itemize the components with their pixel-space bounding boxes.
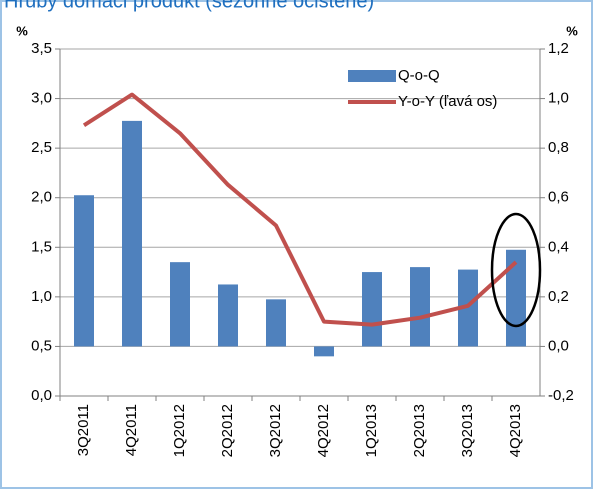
bar bbox=[266, 299, 286, 347]
y2-axis-label: % bbox=[566, 23, 578, 38]
line bbox=[82, 92, 518, 327]
x-tick-label: 3Q2011 bbox=[75, 404, 92, 456]
highlight-ellipse bbox=[490, 212, 542, 328]
y-tick-label: 3,0 bbox=[31, 90, 52, 107]
legend-label: Q-o-Q bbox=[398, 67, 440, 84]
y2-tick-label: 0,6 bbox=[548, 189, 569, 206]
bar bbox=[218, 284, 238, 347]
y-tick-label: 1,5 bbox=[31, 238, 52, 255]
x-tick-label: 2Q2012 bbox=[219, 404, 236, 457]
x-tick-label: 3Q2013 bbox=[459, 404, 476, 457]
x-tick-label: 1Q2012 bbox=[171, 404, 188, 457]
y2-tick-label: 0,2 bbox=[548, 288, 569, 305]
x-tick-label: 1Q2013 bbox=[363, 404, 380, 457]
y-tick-label: 2,0 bbox=[31, 189, 52, 206]
y2-tick-label: 1,2 bbox=[548, 40, 569, 57]
y-tick-label: 1,0 bbox=[31, 288, 52, 305]
bar bbox=[314, 346, 334, 357]
y-axis-label: % bbox=[16, 23, 28, 38]
y2-tick-label: -0,2 bbox=[548, 387, 574, 404]
x-tick-label: 4Q2012 bbox=[315, 404, 332, 457]
x-tick-label: 4Q2011 bbox=[123, 404, 140, 456]
x-tick-label: 3Q2012 bbox=[267, 404, 284, 457]
y-tick-label: 3,5 bbox=[31, 40, 52, 57]
bar bbox=[122, 120, 142, 347]
y-tick-label: 2,5 bbox=[31, 139, 52, 156]
y-tick-label: 0,5 bbox=[31, 337, 52, 354]
y-tick-label: 0,0 bbox=[31, 387, 52, 404]
y2-tick-label: 0,4 bbox=[548, 238, 569, 255]
x-tick-label: 2Q2013 bbox=[411, 404, 428, 457]
legend-label: Y-o-Y (ľavá os) bbox=[398, 93, 497, 110]
bar bbox=[458, 269, 478, 347]
y2-tick-label: 1,0 bbox=[548, 90, 569, 107]
bar bbox=[362, 272, 382, 347]
x-tick-label: 4Q2013 bbox=[507, 404, 524, 457]
bar bbox=[170, 262, 190, 347]
chart-title: Hrubý domáci produkt (sezónne očistené) bbox=[4, 0, 374, 12]
bar bbox=[410, 267, 430, 347]
y2-tick-label: 0,0 bbox=[548, 337, 569, 354]
y2-tick-label: 0,8 bbox=[548, 139, 569, 156]
legend-swatch bbox=[348, 70, 396, 82]
bar bbox=[74, 195, 94, 347]
bar bbox=[506, 249, 526, 347]
